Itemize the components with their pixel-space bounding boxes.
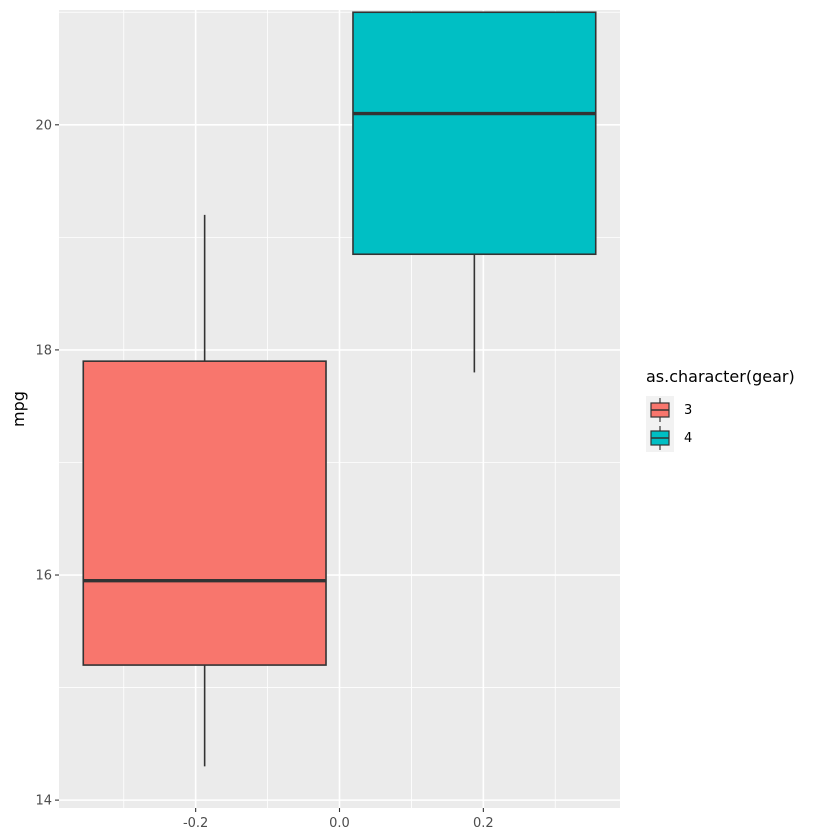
box-group-4 [352,11,597,373]
x-tick-label: 0.2 [473,816,494,831]
y-axis: 14 16 18 20 [35,118,59,809]
legend-label-4: 4 [684,431,692,446]
legend-key-4: 4 [646,424,692,452]
y-tick-label: 16 [35,569,52,584]
box-layer [82,11,597,767]
y-tick-label: 18 [35,343,52,358]
box-3 [82,360,327,666]
y-tick-label: 14 [35,794,52,809]
legend-key-3: 3 [646,396,692,424]
x-tick-label: 0.0 [329,816,350,831]
legend: as.character(gear) 3 4 [646,367,795,452]
box-group-3 [82,214,327,767]
y-axis-title: mpg [9,391,28,427]
legend-title: as.character(gear) [646,367,795,386]
y-tick-label: 20 [35,118,52,133]
box-4 [352,11,597,256]
legend-label-3: 3 [684,403,692,418]
x-axis: -0.2 0.0 0.2 [183,808,494,831]
x-tick-label: -0.2 [183,816,208,831]
